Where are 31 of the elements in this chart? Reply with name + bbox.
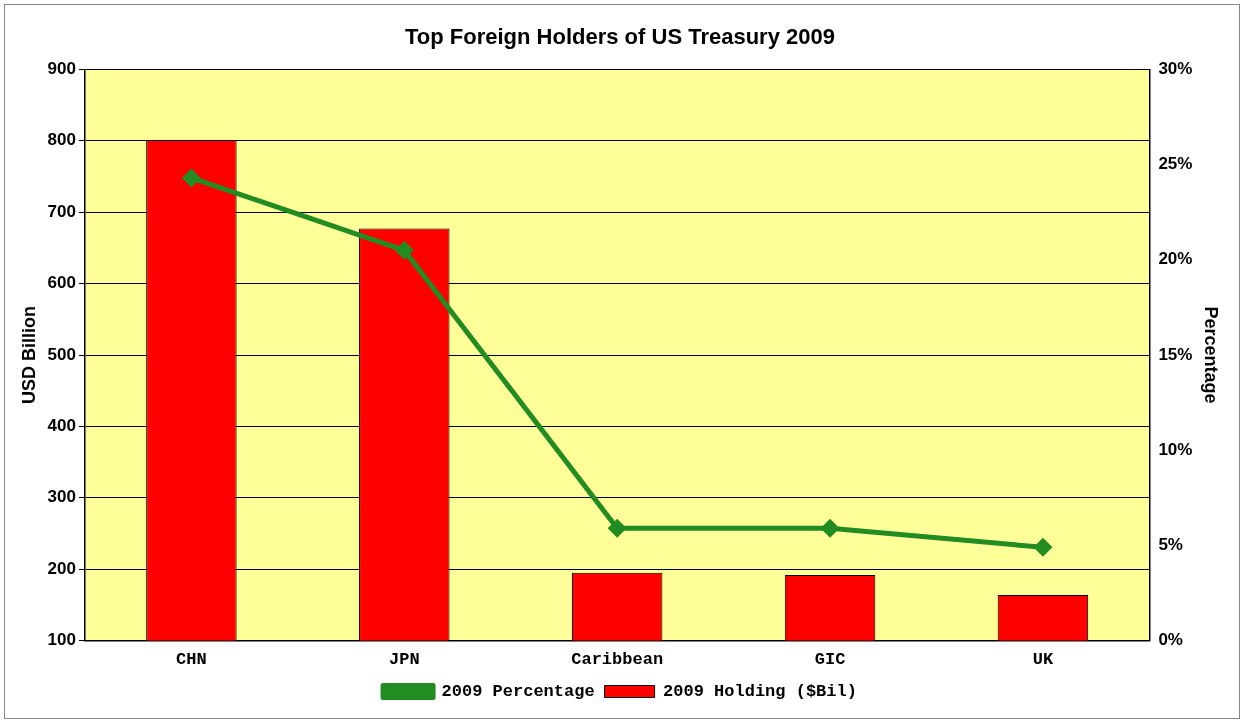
y-tick-label: 200 [47, 558, 76, 578]
legend-label: 2009 Holding ($Bil) [663, 681, 857, 701]
y-tick-label: 900 [47, 59, 76, 79]
x-tick-label: JPN [388, 650, 420, 670]
x-tick-label: Caribbean [571, 650, 664, 670]
y-tick-label: 300 [47, 487, 76, 507]
y2-axis-title: Percentage [1201, 306, 1222, 404]
legend-label: 2009 Percentage [441, 681, 595, 701]
y-tick-label: 700 [47, 201, 76, 221]
y2-tick-label: 5% [1158, 535, 1183, 555]
x-tick-label: UK [1032, 650, 1054, 670]
y-tick-label: 500 [47, 344, 76, 364]
chart-title: Top Foreign Holders of US Treasury 2009 [405, 24, 835, 50]
y2-tick-label: 30% [1158, 59, 1193, 79]
point [608, 519, 626, 537]
y2-tick-label: 0% [1158, 630, 1183, 650]
y-tick-label: 600 [47, 273, 76, 293]
y2-tick-label: 25% [1158, 154, 1193, 174]
point [395, 241, 413, 259]
point [182, 169, 200, 187]
y2-tick-label: 20% [1158, 249, 1193, 269]
x-tick-label: GIC [814, 650, 846, 670]
point [1034, 538, 1052, 556]
y-tick-label: 800 [47, 130, 76, 150]
x-tick-label: CHN [176, 650, 207, 670]
point [821, 519, 839, 537]
y-tick-label: 100 [47, 630, 76, 650]
y-tick-label: 400 [47, 416, 76, 436]
y2-tick-label: 10% [1158, 439, 1193, 459]
y2-tick-label: 15% [1158, 344, 1193, 364]
y-axis-title: USD Billion [18, 306, 39, 404]
